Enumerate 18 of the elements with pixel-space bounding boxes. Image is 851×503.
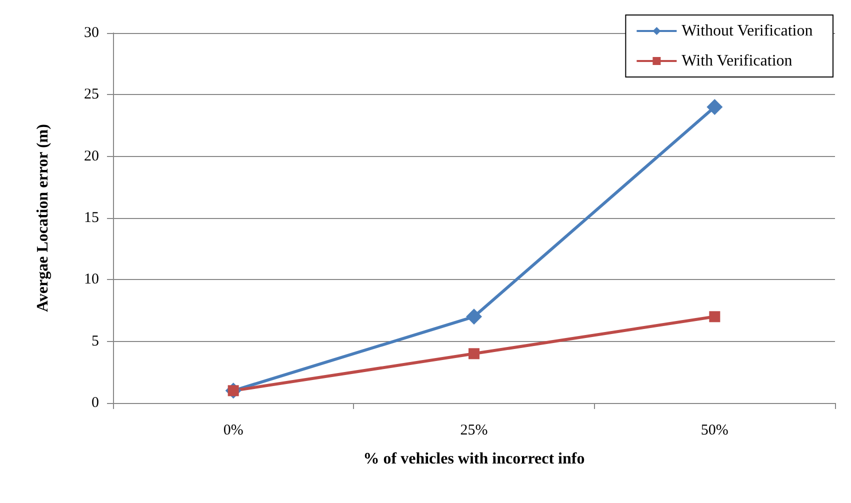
y-tick-label: 0: [92, 395, 99, 411]
y-tick-label: 15: [84, 210, 99, 226]
point: [468, 348, 480, 360]
legend-label: With Verification: [682, 52, 792, 70]
y-tick-label: 5: [92, 333, 99, 350]
x-tick-label: 0%: [223, 422, 244, 438]
x-tick-label: 50%: [700, 422, 728, 438]
legend-label: Without Verification: [682, 22, 813, 40]
x-tick-label: 25%: [460, 422, 488, 438]
y-tick-label: 30: [84, 25, 99, 41]
y-axis-title: Avergae Location error (m): [34, 124, 52, 312]
point: [466, 308, 482, 325]
y-tick-label: 25: [84, 86, 99, 103]
point: [706, 99, 723, 115]
y-tick-label: 20: [84, 148, 99, 164]
point: [709, 311, 720, 322]
x-axis-title: % of vehicles with incorrect info: [363, 450, 585, 468]
y-tick-label: 10: [84, 272, 99, 288]
